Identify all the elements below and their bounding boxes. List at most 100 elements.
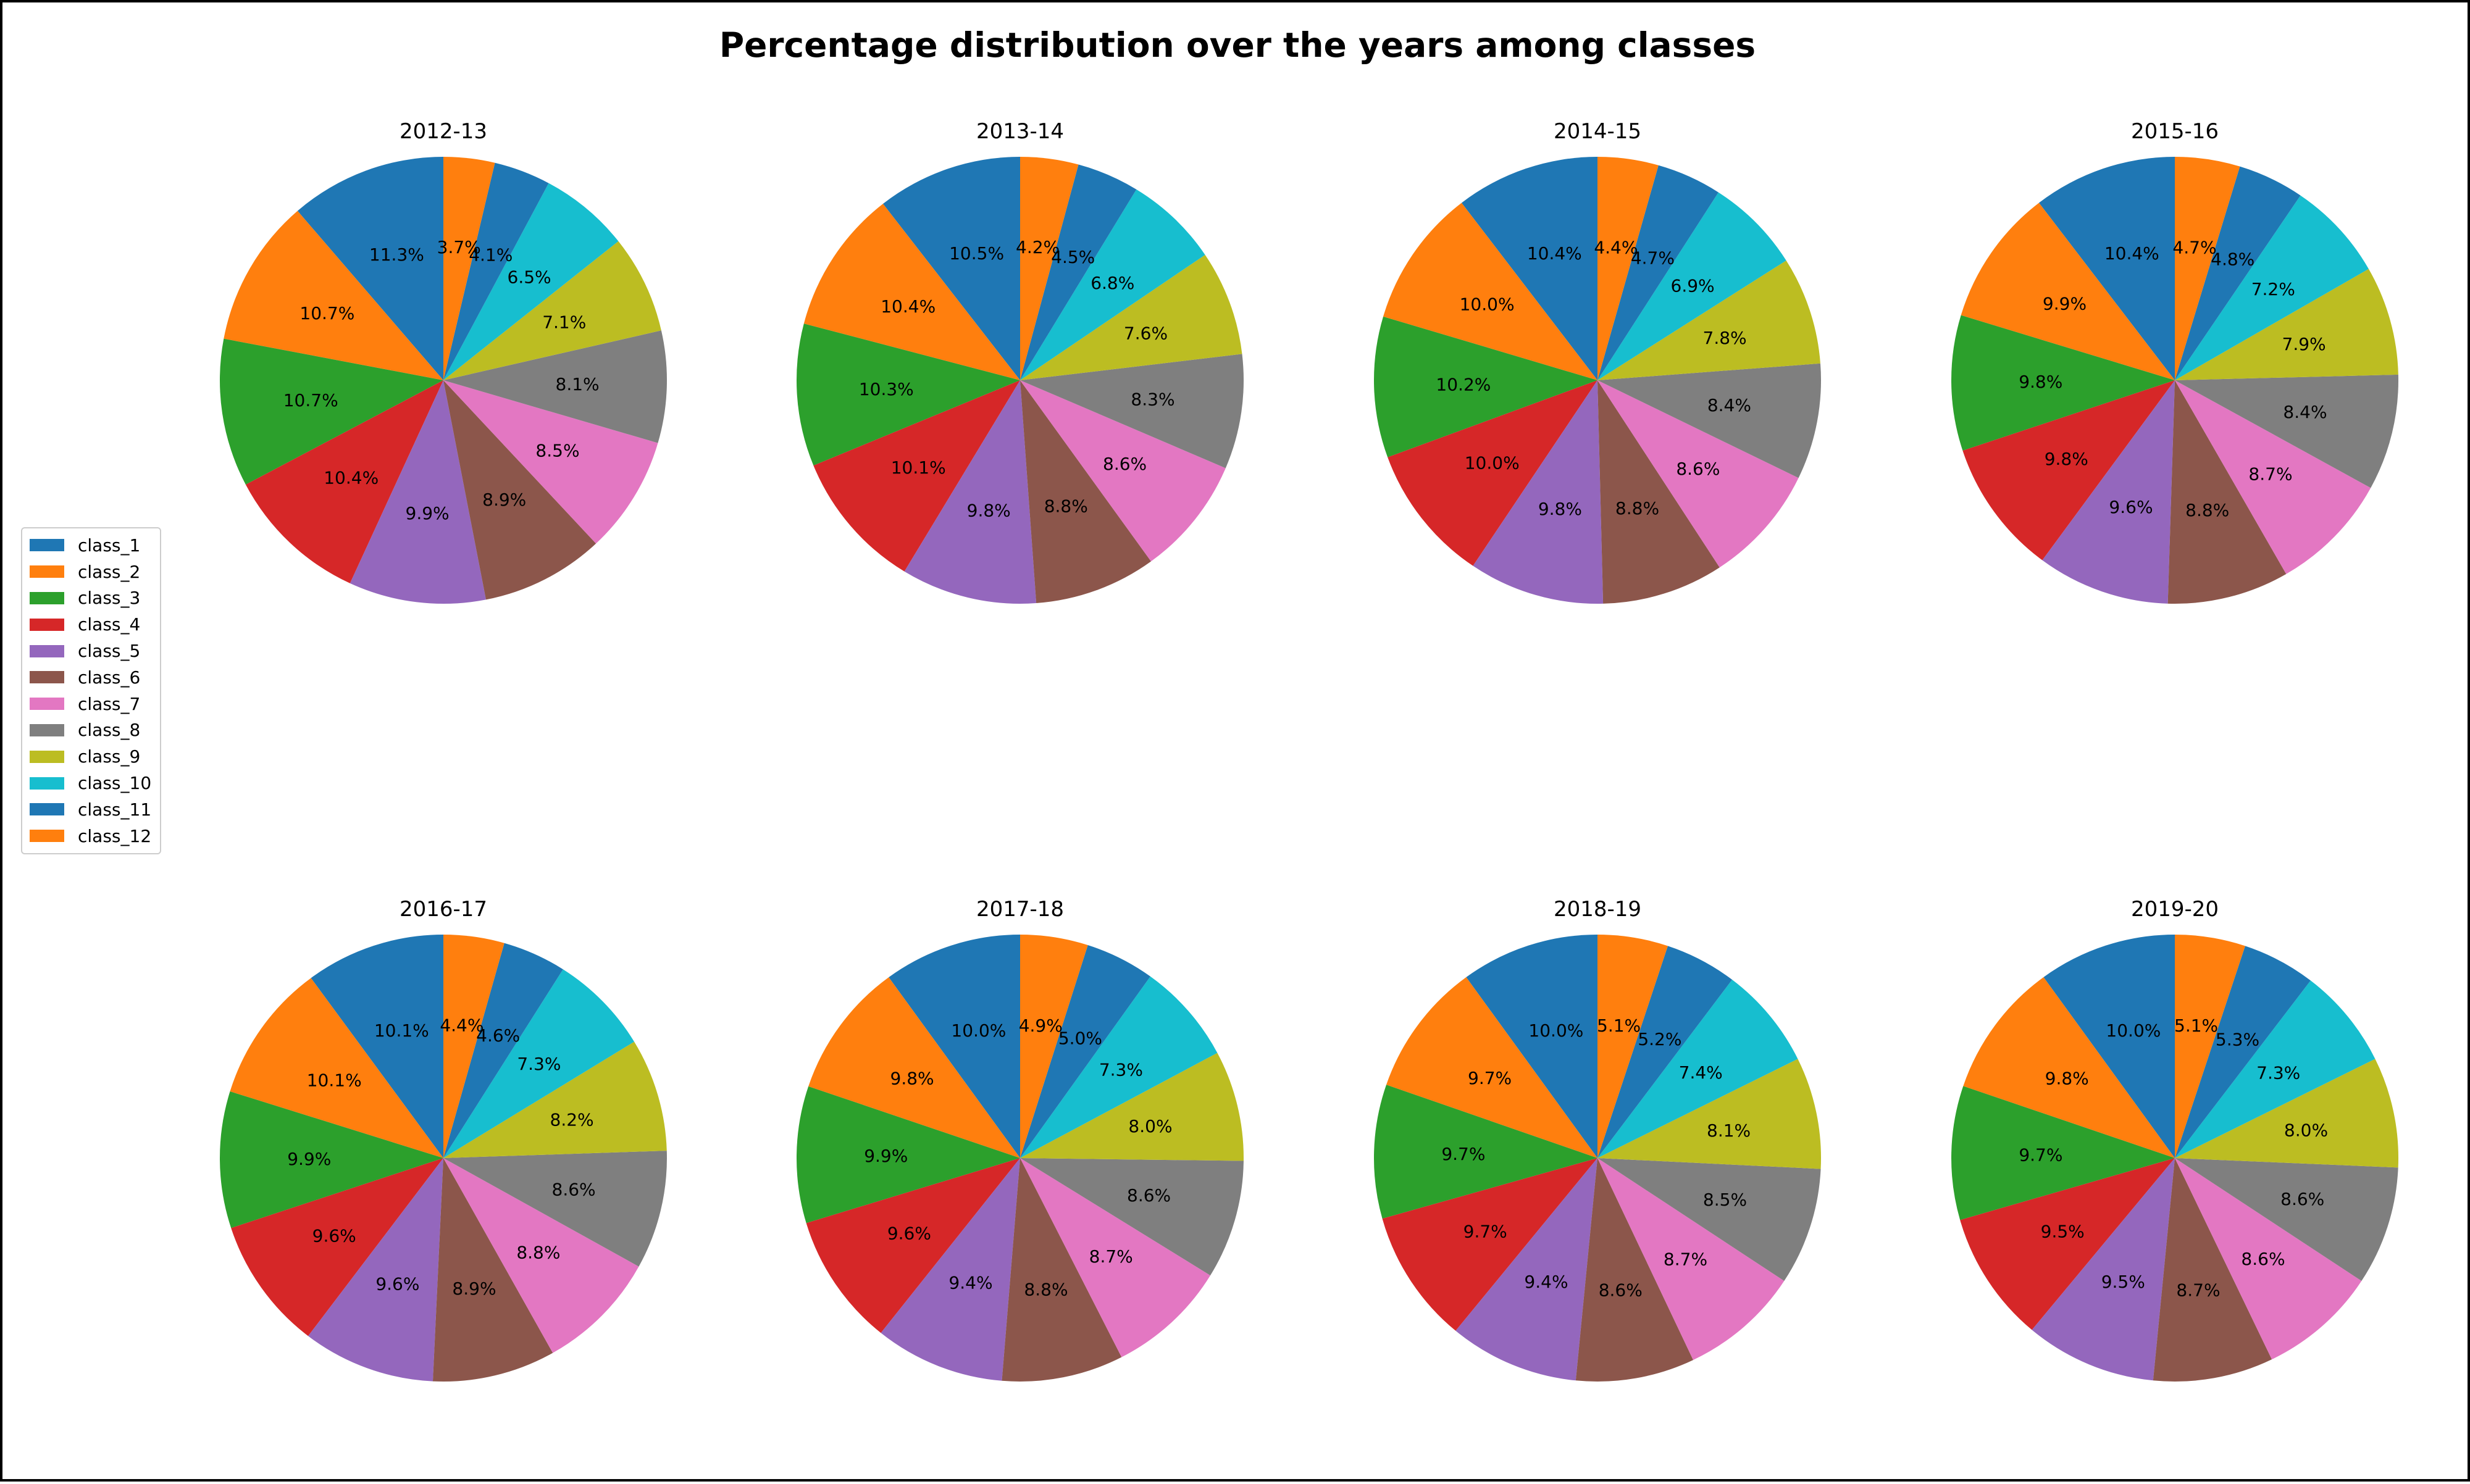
pie-slice-class_6 [432, 1158, 553, 1382]
slice-label-class_4: 9.6% [887, 1223, 931, 1244]
slice-label-class_9: 7.1% [542, 312, 586, 332]
pie-slice-class_1 [2038, 157, 2175, 380]
slice-label-class_2: 9.8% [2045, 1069, 2089, 1089]
pie-slice-class_9 [1020, 254, 1242, 380]
legend-label: class_7 [78, 693, 141, 714]
slice-label-class_2: 9.7% [1468, 1068, 1512, 1088]
pie-slice-class_4 [231, 1158, 443, 1336]
slice-label-class_6: 8.8% [1044, 496, 1088, 517]
pie-slice-class_7 [1020, 1158, 1211, 1357]
pie-slice-class_3 [1951, 1086, 2175, 1220]
pie-slice-class_8 [1020, 1158, 1244, 1276]
pie-slice-class_1 [1466, 935, 1597, 1158]
slice-label-class_12: 5.1% [2174, 1015, 2218, 1036]
pie-slice-class_6 [2167, 380, 2287, 604]
pie-slice-class_11 [2175, 166, 2301, 380]
slice-label-class_9: 8.2% [550, 1109, 594, 1130]
legend-label: class_8 [78, 720, 141, 741]
pie-2019-20: 2019-20 10.0% 9.8% 9.7% 9.5% 9.5% 8.7% 8.6% 8.6%… [1951, 897, 2399, 1382]
pie-slice-class_5 [308, 1158, 443, 1382]
slice-label-class_10: 7.4% [1679, 1062, 1723, 1083]
pie-slice-class_7 [2175, 1158, 2362, 1360]
legend-swatch [30, 777, 64, 790]
slice-label-class_5: 9.6% [375, 1274, 419, 1294]
slice-label-class_6: 8.7% [2176, 1280, 2220, 1300]
slice-label-class_3: 10.7% [283, 390, 338, 411]
pie-slice-class_8 [1597, 363, 1821, 478]
pie-slice-class_4 [1960, 1158, 2175, 1330]
pie-slice-class_10 [1020, 976, 1218, 1158]
pie-slice-class_11 [1020, 164, 1137, 380]
legend-label: class_1 [78, 535, 141, 556]
slice-label-class_4: 9.6% [312, 1226, 356, 1246]
pie-2016-17: 2016-17 10.1% 10.1% 9.9% 9.6% 9.6% 8.9% 8.8% 8.6… [219, 897, 667, 1382]
pie-slice-class_8 [1597, 1158, 1821, 1282]
slice-label-class_1: 10.4% [2104, 243, 2159, 264]
slice-label-class_10: 6.5% [508, 267, 551, 288]
legend-swatch [30, 539, 64, 552]
legend-swatch [30, 671, 64, 684]
slice-label-class_8: 8.4% [2283, 402, 2327, 422]
pie-slice-class_11 [1597, 165, 1719, 380]
pie-slice-class_10 [1020, 189, 1205, 380]
legend-swatch [30, 565, 64, 578]
slice-label-class_5: 9.6% [2109, 497, 2153, 517]
slice-label-class_4: 9.5% [2041, 1221, 2085, 1241]
slice-label-class_1: 10.0% [1528, 1020, 1583, 1041]
pie-slice-class_4 [813, 380, 1020, 572]
slice-label-class_6: 8.9% [482, 490, 526, 510]
slice-label-class_4: 10.0% [1465, 453, 1520, 473]
slice-label-class_1: 10.0% [951, 1020, 1006, 1041]
slice-label-class_7: 8.6% [2241, 1249, 2285, 1269]
slice-label-class_9: 8.0% [2284, 1120, 2328, 1141]
slice-label-class_12: 3.7% [437, 237, 481, 257]
slice-label-class_5: 9.8% [1538, 499, 1582, 519]
pie-slice-class_3 [219, 1091, 443, 1228]
legend-swatch [30, 698, 64, 711]
slice-label-class_8: 8.4% [1707, 395, 1751, 415]
pie-slice-class_2 [1386, 977, 1597, 1158]
pie-slice-class_2 [1963, 977, 2175, 1158]
slice-label-class_7: 8.7% [1089, 1246, 1133, 1267]
pie-slice-class_1 [2043, 935, 2175, 1158]
pie-slice-class_1 [1461, 157, 1597, 380]
slice-label-class_10: 6.8% [1091, 273, 1134, 293]
pie-slice-class_12 [1597, 157, 1659, 380]
pie-title: 2019-20 [2131, 897, 2219, 922]
slice-label-class_9: 7.9% [2282, 334, 2326, 354]
pie-title: 2012-13 [400, 119, 487, 144]
slice-label-class_8: 8.6% [2280, 1189, 2324, 1209]
pie-slice-class_8 [1020, 354, 1244, 469]
slice-label-class_4: 10.1% [891, 457, 946, 478]
pie-title: 2017-18 [976, 897, 1064, 922]
pie-slice-class_11 [2175, 946, 2311, 1158]
slice-label-class_6: 8.8% [1024, 1280, 1068, 1300]
pie-slice-class_5 [904, 380, 1037, 604]
pie-slice-class_1 [882, 157, 1020, 380]
pie-2015-16: 2015-16 10.4% 9.9% 9.8% 9.8% 9.6% 8.8% 8.7% 8.4%… [1951, 119, 2399, 604]
legend-item-class_10: class_10 [30, 770, 151, 796]
slice-label-class_11: 4.1% [469, 244, 513, 265]
legend-item-class_3: class_3 [30, 585, 151, 612]
slice-label-class_8: 8.6% [1127, 1185, 1171, 1206]
pie-slice-class_8 [443, 1151, 667, 1267]
pie-slice-class_7 [1020, 380, 1226, 562]
slice-label-class_6: 8.8% [1615, 498, 1659, 519]
pie-2012-13: 2012-13 11.3% 10.7% 10.7% 10.4% 9.9% 8.9% 8.5% 8… [220, 119, 668, 604]
legend-swatch [30, 591, 64, 604]
legend-swatch [30, 830, 64, 843]
pie-slice-class_12 [1597, 935, 1668, 1158]
slice-label-class_5: 9.4% [1524, 1272, 1568, 1292]
slice-label-class_6: 8.9% [452, 1278, 496, 1299]
slice-label-class_3: 9.9% [864, 1146, 908, 1166]
slice-label-class_10: 7.2% [2251, 279, 2295, 299]
slice-label-class_4: 9.7% [1463, 1221, 1507, 1241]
legend-item-class_6: class_6 [30, 664, 151, 691]
slice-label-class_7: 8.8% [516, 1243, 560, 1263]
legend-swatch [30, 618, 64, 631]
pie-slice-class_10 [2175, 980, 2376, 1158]
pie-slice-class_10 [2175, 195, 2369, 380]
pie-slice-class_11 [443, 943, 563, 1158]
slice-label-class_11: 4.5% [1051, 247, 1095, 267]
pie-slice-class_8 [2175, 374, 2399, 488]
